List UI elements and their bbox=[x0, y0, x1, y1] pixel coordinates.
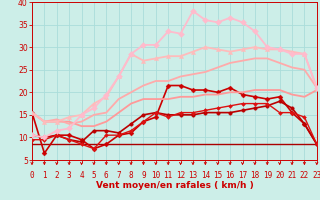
X-axis label: Vent moyen/en rafales ( km/h ): Vent moyen/en rafales ( km/h ) bbox=[96, 182, 253, 190]
